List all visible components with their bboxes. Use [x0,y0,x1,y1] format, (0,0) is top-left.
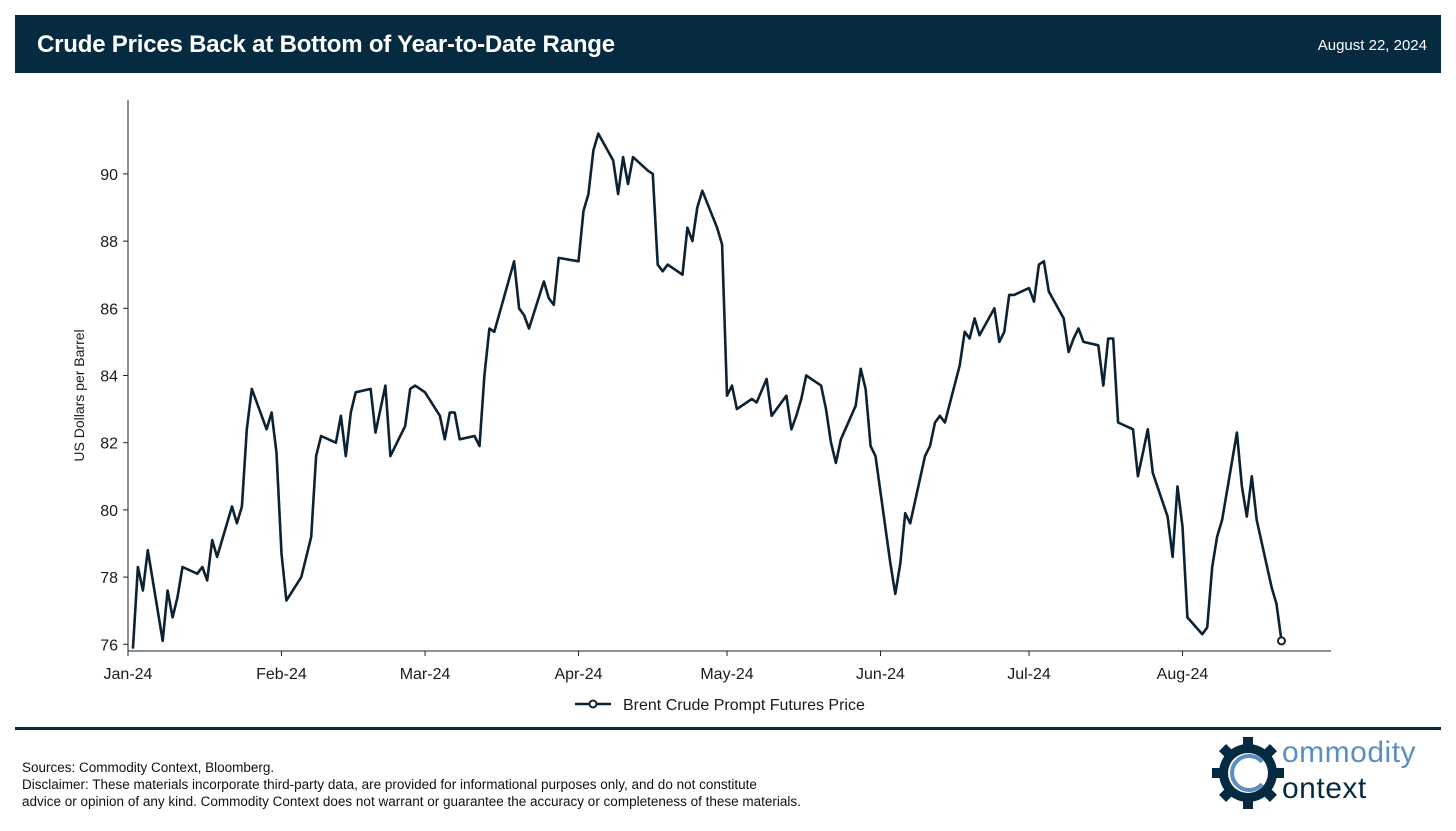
legend-marker [588,699,598,709]
x-tick-label: Jul-24 [1007,666,1051,683]
report-date: August 22, 2024 [1317,37,1427,54]
footer-divider [15,727,1441,730]
series-end-point [1276,636,1286,646]
y-tick-label: 84 [100,369,118,386]
y-tick-label: 86 [100,301,118,318]
sources-text: Sources: Commodity Context, Bloomberg. [22,760,275,775]
y-tick-label: 76 [100,637,118,654]
y-tick-label: 88 [100,234,118,251]
disclaimer-line-1: Disclaimer: These materials incorporate … [22,777,757,792]
x-tick-label: Mar-24 [400,666,451,683]
y-axis-title: US Dollars per Barrel [71,329,87,461]
y-tick-label: 82 [100,436,118,453]
x-tick-label: Jan-24 [104,666,153,683]
gear-c-logo-icon [1212,737,1284,809]
price-chart: 76 78 80 82 84 86 88 90 Jan-24 Feb-24 Mar-24 Apr-24… [71,100,1331,714]
x-tick-label: May-24 [700,666,753,683]
logo-word-commodity: ommodity [1282,736,1417,769]
page-title: Crude Prices Back at Bottom of Year-to-D… [37,31,615,58]
y-tick-label: 90 [100,167,118,184]
x-tick-label: Jun-24 [856,666,905,683]
y-tick-label: 80 [100,503,118,520]
y-tick-label: 78 [100,570,118,587]
disclaimer-line-2: advice or opinion of any kind. Commodity… [22,794,801,809]
legend-label: Brent Crude Prompt Futures Price [623,697,865,714]
footer-notes: Sources: Commodity Context, Bloomberg. D… [22,759,801,810]
series-line-brent [131,132,1283,649]
x-tick-label: Aug-24 [1157,666,1209,683]
commodity-context-logo: ommodity ontext [1208,734,1438,810]
logo-word-context: ontext [1282,772,1367,805]
header-bar: Crude Prices Back at Bottom of Year-to-D… [15,15,1441,73]
x-tick-label: Feb-24 [256,666,307,683]
x-tick-label: Apr-24 [554,666,602,683]
